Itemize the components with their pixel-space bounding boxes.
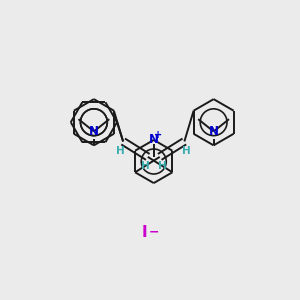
Text: N: N bbox=[149, 134, 159, 146]
Text: H: H bbox=[182, 146, 191, 156]
Text: N: N bbox=[208, 125, 219, 138]
Text: +: + bbox=[154, 130, 162, 140]
Text: H: H bbox=[141, 161, 150, 171]
Text: −: − bbox=[148, 226, 159, 239]
Text: N: N bbox=[89, 125, 99, 138]
Text: H: H bbox=[116, 146, 125, 156]
Text: H: H bbox=[158, 161, 167, 171]
Text: I: I bbox=[142, 225, 147, 240]
